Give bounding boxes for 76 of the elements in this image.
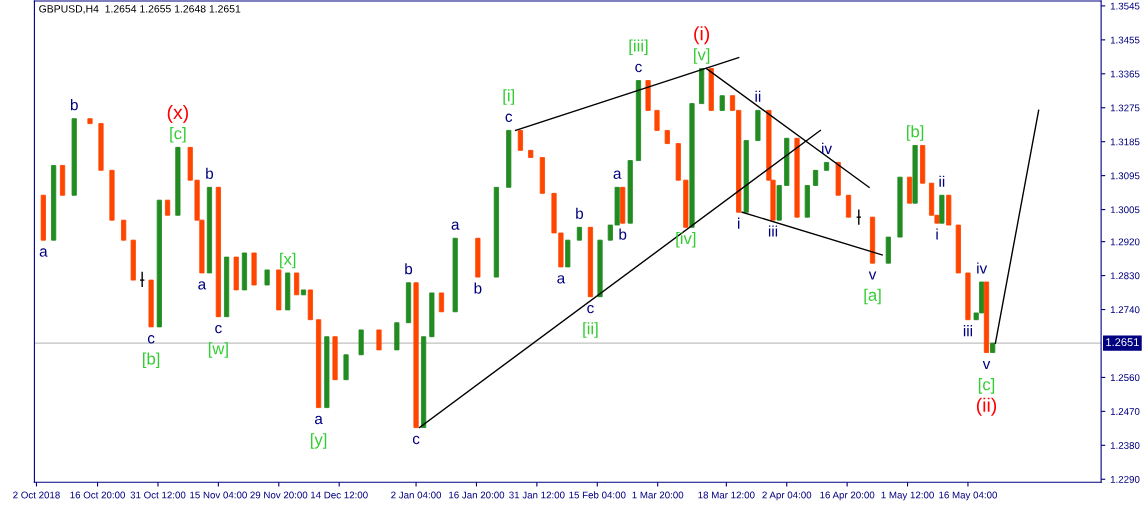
annotation: b — [619, 228, 627, 240]
annotation: b — [576, 207, 584, 219]
annotation: v — [868, 271, 877, 280]
chart-title: GBPUSD,H4 1.2654 1.2655 1.2648 1.2651 — [39, 5, 241, 14]
x-tick-label: 2 Apr 04:00 — [762, 491, 812, 501]
x-tick-label: 31 Jan 12:00 — [509, 491, 565, 499]
annotation: [c] — [170, 127, 186, 143]
x-tick-label: 16 May 04:00 — [939, 491, 998, 501]
y-tick-label: 1.3005 — [1110, 206, 1140, 214]
annotation: [w] — [208, 342, 228, 358]
annotation: c — [505, 113, 513, 122]
x-tick-label: 18 Mar 12:00 — [698, 491, 755, 499]
annotation: b — [206, 167, 214, 179]
annotation: [i] — [503, 89, 515, 105]
annotation: a — [557, 275, 566, 284]
annotation: c — [147, 335, 155, 344]
annotation: b — [474, 282, 482, 294]
annotation: b — [70, 99, 78, 111]
annotation: [b] — [143, 352, 160, 368]
annotation: (ii) — [976, 397, 997, 416]
annotation: [a] — [864, 288, 881, 305]
annotation: [ii] — [583, 322, 598, 338]
annotation: c — [587, 304, 594, 314]
x-tick-label: 16 Oct 20:00 — [70, 491, 126, 499]
ref-line-label: 1.2651 — [1106, 338, 1139, 347]
x-tick-label: 16 Apr 20:00 — [820, 491, 875, 501]
x-tick-label: 15 Nov 04:00 — [190, 491, 247, 499]
annotation: (x) — [167, 104, 188, 124]
annotation: a — [39, 248, 48, 257]
annotation: [c] — [978, 378, 995, 394]
annotation: b — [405, 263, 413, 275]
x-tick-label: 2 Jan 04:00 — [391, 491, 442, 499]
y-tick-label: 1.2830 — [1110, 272, 1140, 280]
annotation: [x] — [280, 252, 296, 269]
annotation: [b] — [907, 125, 924, 141]
annotation: iv — [977, 262, 988, 274]
x-tick-label: 15 Feb 04:00 — [569, 491, 626, 499]
y-tick-label: 1.2380 — [1110, 442, 1140, 449]
x-tick-label: 29 Nov 20:00 — [250, 491, 308, 499]
y-tick-label: 1.2470 — [1110, 408, 1140, 415]
x-tick-label: 1 May 12:00 — [881, 491, 934, 501]
y-tick-label: 1.2560 — [1110, 374, 1140, 382]
annotation: iii — [963, 325, 973, 337]
annotation: c — [635, 63, 642, 73]
y-tick-label: 1.3275 — [1110, 104, 1140, 112]
annotation: ii — [755, 90, 761, 102]
y-tick-label: 1.3545 — [1110, 2, 1140, 10]
x-tick-label: 1 Mar 20:00 — [632, 491, 684, 499]
annotation: c — [412, 435, 420, 445]
x-tick-label: 16 Jan 20:00 — [449, 491, 505, 499]
y-tick-label: 1.3455 — [1110, 36, 1140, 44]
y-tick-label: 1.3365 — [1110, 70, 1140, 78]
x-tick-label: 14 Dec 12:00 — [311, 491, 368, 499]
annotation: [iv] — [676, 232, 696, 248]
x-tick-label: 2 Oct 2018 — [13, 491, 60, 499]
y-tick-label: 1.3185 — [1110, 138, 1140, 146]
annotation: a — [314, 415, 323, 425]
annotation: a — [613, 170, 622, 179]
annotation: i — [936, 228, 938, 240]
annotation: c — [215, 324, 222, 334]
annotation: [iii] — [629, 39, 648, 56]
annotation: i — [738, 217, 740, 229]
x-tick-label: 31 Oct 12:00 — [130, 491, 186, 499]
annotation: a — [451, 221, 460, 230]
annotation: ii — [939, 175, 945, 187]
annotation: a — [198, 281, 207, 290]
y-tick-label: 1.2740 — [1110, 306, 1140, 314]
annotation: [y] — [310, 433, 327, 449]
annotation: [v] — [694, 48, 710, 64]
y-tick-label: 1.2290 — [1110, 475, 1140, 483]
annotation: v — [982, 360, 991, 369]
annotation: iii — [768, 225, 778, 237]
y-tick-label: 1.3095 — [1110, 172, 1140, 180]
y-tick-label: 1.2920 — [1110, 238, 1140, 246]
annotation: (i) — [694, 26, 710, 45]
annotation: iv — [822, 142, 833, 154]
